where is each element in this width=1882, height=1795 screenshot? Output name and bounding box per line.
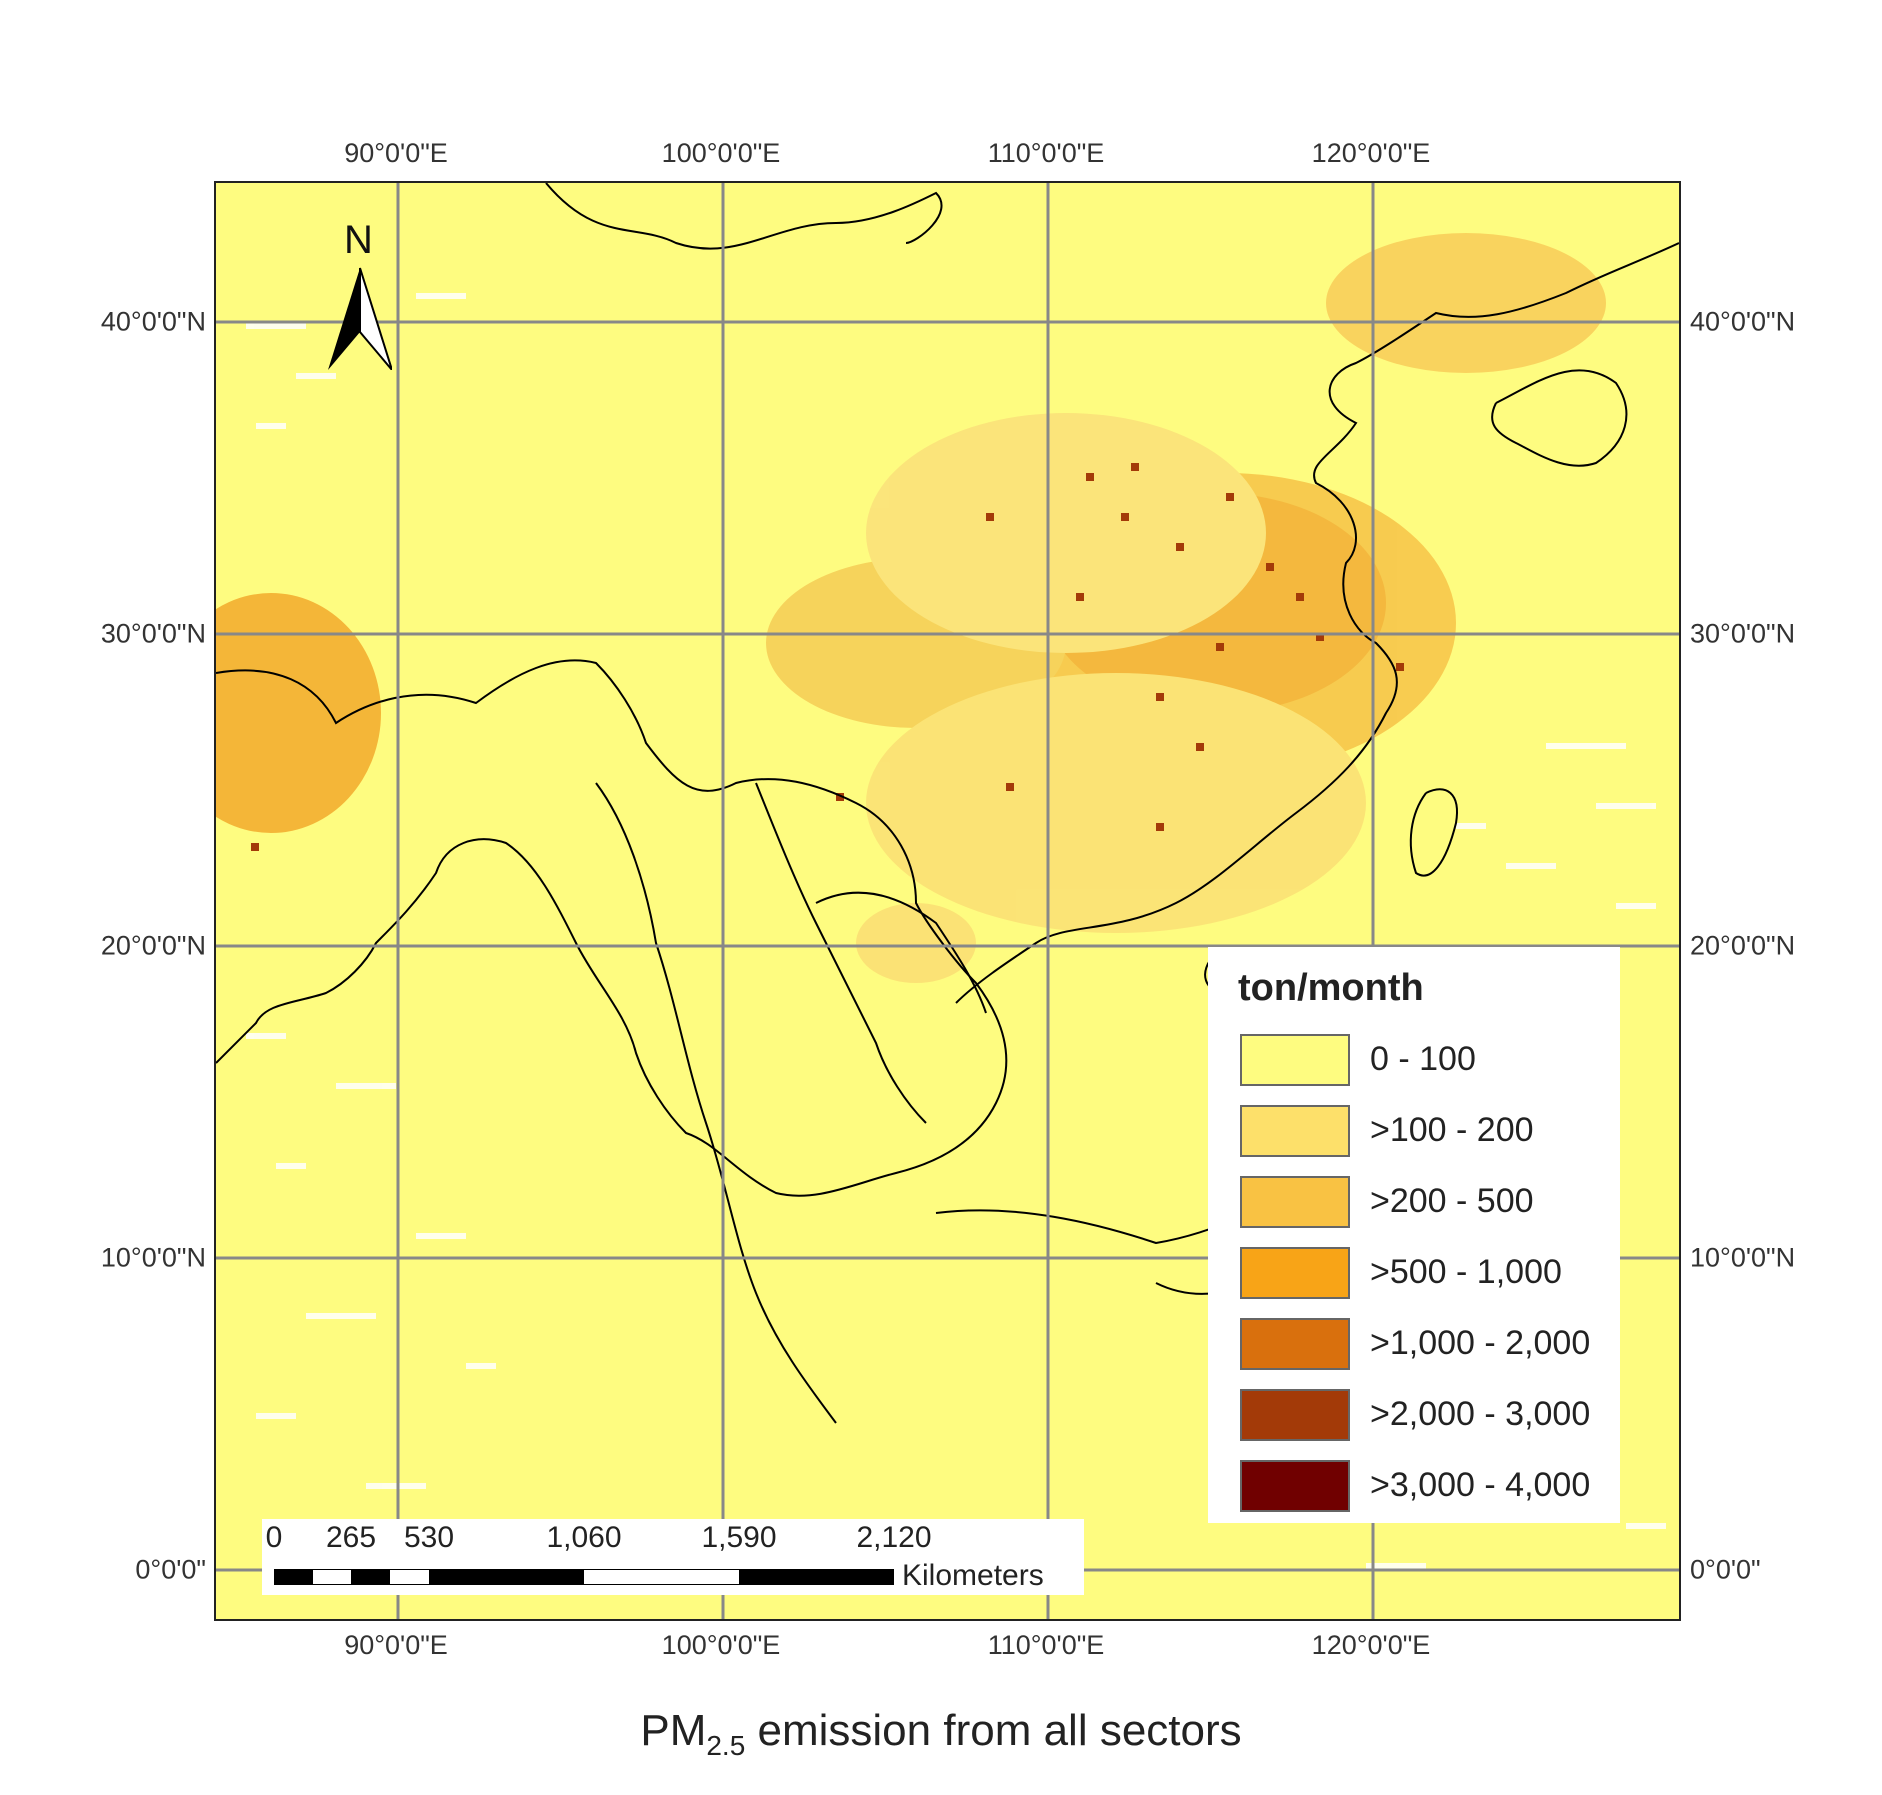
emission-region-ganges xyxy=(216,593,381,833)
legend-label: >1,000 - 2,000 xyxy=(1370,1324,1591,1362)
scale-bar-tick: 1,590 xyxy=(701,1521,777,1554)
figure-caption: PM2.5 emission from all sectors xyxy=(0,1706,1882,1762)
lat-tick-left: 0°0'0" xyxy=(135,1554,206,1585)
korea xyxy=(1491,369,1628,467)
legend-item: >2,000 - 3,000 xyxy=(1240,1379,1602,1450)
legend-item: >500 - 1,000 xyxy=(1240,1237,1602,1308)
inner-border-2 xyxy=(815,891,987,1014)
legend-swatch xyxy=(1240,1175,1350,1228)
legend-item: 0 - 100 xyxy=(1240,1024,1602,1095)
emission-hotspots xyxy=(251,463,1404,851)
no-data-cells xyxy=(246,293,1666,1569)
legend-swatch xyxy=(1240,1388,1350,1441)
lat-tick-left: 30°0'0"N xyxy=(100,618,206,649)
caption-suffix: emission from all sectors xyxy=(745,1706,1242,1755)
scale-bar-unit: Kilometers xyxy=(902,1559,1044,1592)
lon-tick-bottom: 90°0'0"E xyxy=(344,1630,448,1660)
legend-label: >200 - 500 xyxy=(1370,1182,1534,1220)
mongolia-border xyxy=(545,183,943,250)
lat-tick-right: 10°0'0"N xyxy=(1690,1242,1796,1273)
malay-peninsula xyxy=(595,782,837,1424)
emission-region-red-river xyxy=(856,903,976,983)
legend-swatch xyxy=(1240,1104,1350,1157)
scale-bar-tick: 1,060 xyxy=(546,1521,622,1554)
scale-bar-segments xyxy=(274,1569,894,1585)
scale-bar: 0 265 530 1,060 1,590 2,120 Kilometers xyxy=(262,1519,1084,1595)
scale-bar-tick: 2,120 xyxy=(856,1521,932,1554)
legend-label: >3,000 - 4,000 xyxy=(1370,1466,1591,1504)
lon-tick-top: 90°0'0"E xyxy=(344,138,448,168)
legend-title: ton/month xyxy=(1238,967,1424,1009)
lat-tick-left: 20°0'0"N xyxy=(100,930,206,961)
lat-tick-right: 0°0'0" xyxy=(1690,1554,1761,1585)
emission-region-central xyxy=(866,413,1266,653)
lat-tick-right: 30°0'0"N xyxy=(1690,618,1796,649)
taiwan xyxy=(1409,788,1458,877)
lat-tick-left: 10°0'0"N xyxy=(100,1242,206,1273)
map-canvas xyxy=(216,183,1679,1619)
scale-bar-tick: 265 xyxy=(325,1521,377,1554)
legend-swatch xyxy=(1240,1246,1350,1299)
map-area xyxy=(214,181,1681,1621)
caption-subscript: 2.5 xyxy=(706,1729,746,1761)
lon-tick-top: 100°0'0"E xyxy=(661,138,781,168)
lon-tick-bottom: 100°0'0"E xyxy=(661,1630,781,1660)
legend-item: >200 - 500 xyxy=(1240,1166,1602,1237)
north-arrow-label: N xyxy=(344,218,373,262)
emission-raster xyxy=(216,233,1606,983)
legend-swatch xyxy=(1240,1317,1350,1370)
caption-prefix: PM xyxy=(640,1706,707,1755)
legend-item: >1,000 - 2,000 xyxy=(1240,1308,1602,1379)
north-arrow-icon xyxy=(328,267,392,370)
legend: ton/month 0 - 100 >100 - 200 >200 - 500 … xyxy=(1208,947,1620,1523)
inner-border-1 xyxy=(755,782,927,1124)
emission-region-south-china xyxy=(866,673,1366,933)
lon-tick-bottom: 120°0'0"E xyxy=(1311,1630,1431,1660)
legend-swatch xyxy=(1240,1033,1350,1086)
legend-swatch xyxy=(1240,1459,1350,1512)
lon-tick-bottom: 110°0'0"E xyxy=(987,1630,1105,1660)
legend-label: >100 - 200 xyxy=(1370,1111,1534,1149)
legend-label: 0 - 100 xyxy=(1370,1040,1476,1078)
legend-item: >100 - 200 xyxy=(1240,1095,1602,1166)
emission-region-northeast xyxy=(1326,233,1606,373)
scale-bar-tick: 530 xyxy=(403,1521,455,1554)
china-coast xyxy=(955,242,1679,1004)
lon-tick-top: 110°0'0"E xyxy=(987,138,1105,168)
lon-tick-top: 120°0'0"E xyxy=(1311,138,1431,168)
coastlines-and-borders xyxy=(216,183,1679,1424)
scale-bar-tick: 0 xyxy=(265,1521,283,1554)
lat-tick-right: 20°0'0"N xyxy=(1690,930,1796,961)
south-asia-border xyxy=(216,659,1008,1197)
lat-tick-left: 40°0'0"N xyxy=(100,306,206,337)
legend-item: >3,000 - 4,000 xyxy=(1240,1450,1602,1521)
legend-label: >2,000 - 3,000 xyxy=(1370,1395,1591,1433)
legend-label: >500 - 1,000 xyxy=(1370,1253,1562,1291)
lat-tick-right: 40°0'0"N xyxy=(1690,306,1796,337)
